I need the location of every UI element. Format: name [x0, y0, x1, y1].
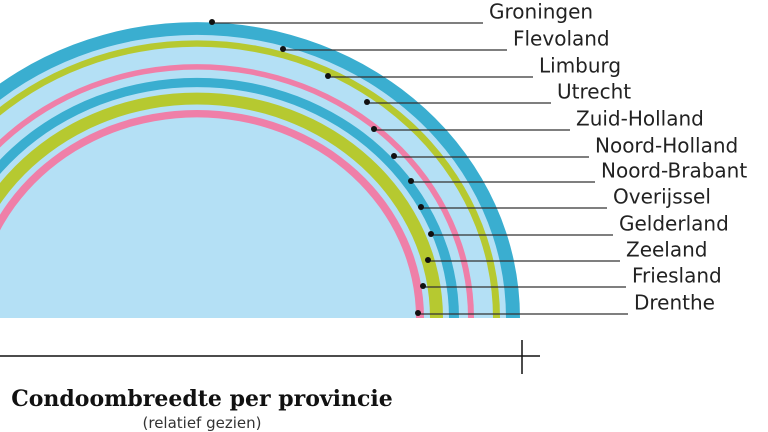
title: Condoombreedte per provincie [11, 386, 393, 412]
leader-dot [428, 231, 434, 237]
province-label: Utrecht [557, 80, 631, 104]
province-label: Noord-Brabant [601, 159, 747, 183]
leader-dot [209, 19, 215, 25]
province-label: Limburg [539, 54, 621, 78]
province-label: Gelderland [619, 212, 729, 236]
province-label: Friesland [632, 264, 722, 288]
subtitle: (relatief gezien) [143, 414, 262, 432]
province-label: Zuid-Holland [576, 107, 704, 131]
rainbow [0, 22, 520, 318]
leader-dot [420, 283, 426, 289]
province-label: Overijssel [613, 185, 711, 209]
leader-dot [371, 126, 377, 132]
leader-dot [418, 204, 424, 210]
province-label: Noord-Holland [595, 134, 738, 158]
leader-dot [325, 73, 331, 79]
leader-dot [391, 153, 397, 159]
leader-dot [364, 99, 370, 105]
leader-dot [415, 310, 421, 316]
province-label: Zeeland [626, 238, 708, 262]
leader-dot [425, 257, 431, 263]
leader-dot [280, 46, 286, 52]
province-label: Groningen [489, 0, 593, 24]
leader-dot [408, 178, 414, 184]
band [0, 117, 416, 318]
province-label: Flevoland [513, 27, 610, 51]
province-label: Drenthe [634, 291, 715, 315]
